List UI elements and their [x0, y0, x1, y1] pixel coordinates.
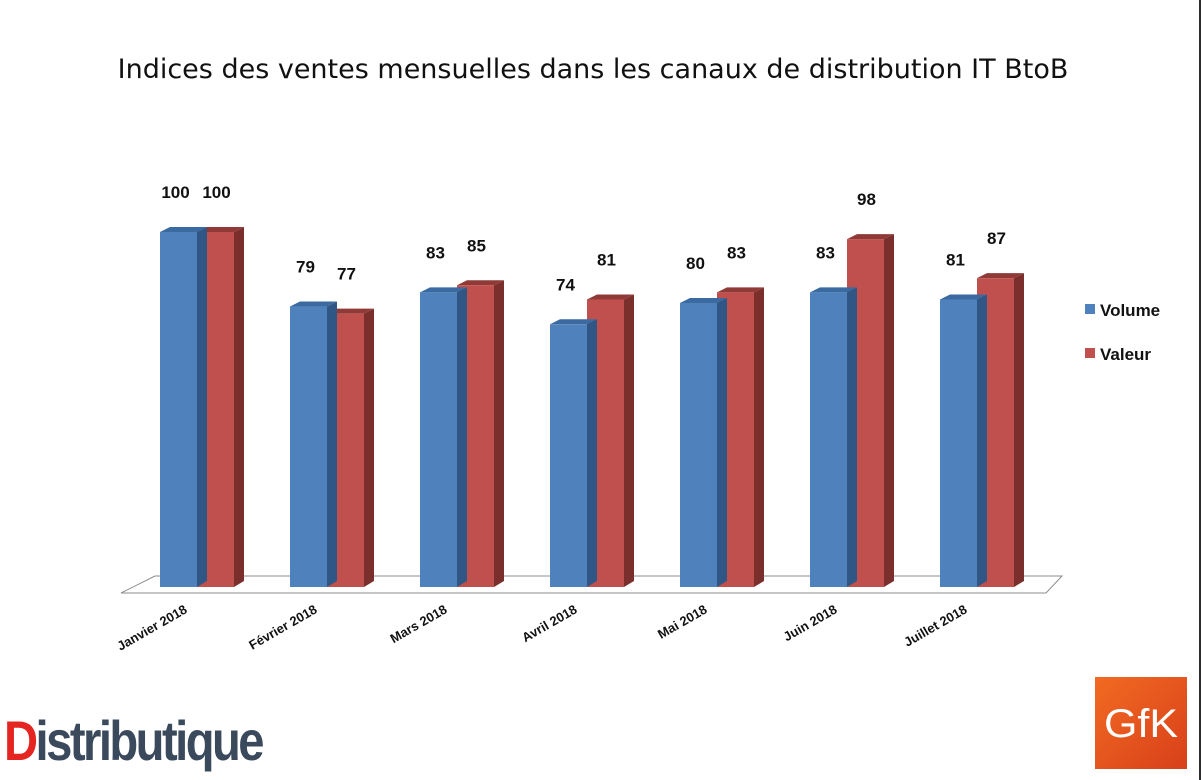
value-label-valeur-3: 85: [467, 236, 486, 255]
svg-text:Distributique: Distributique: [4, 709, 264, 772]
category-label-5: Mai 2018: [655, 602, 709, 642]
value-label-volume-5: 80: [686, 254, 705, 273]
value-label-volume-6: 83: [816, 243, 835, 262]
bar-volume-6: [810, 287, 857, 587]
value-label-volume-7: 81: [946, 250, 965, 269]
category-labels-layer: Janvier 2018 Février 2018 Mars 2018 Avril 2…: [114, 602, 969, 654]
distributique-logo: Distributique: [0, 690, 268, 780]
bar-volume-2: [290, 301, 337, 587]
bar-volume-3: [420, 287, 467, 587]
bar-volume-1: [160, 227, 207, 587]
category-label-1: Janvier 2018: [114, 602, 189, 654]
category-label-2: Février 2018: [246, 602, 319, 653]
chart-title: Indices des ventes mensuelles dans les c…: [118, 54, 1069, 85]
legend-label-volume: Volume: [1100, 301, 1160, 320]
legend-label-valeur: Valeur: [1100, 345, 1151, 364]
value-label-valeur-2: 77: [337, 265, 356, 284]
bars-layer: [160, 227, 1024, 587]
bar-volume-4: [550, 319, 597, 587]
legend: Volume Valeur: [1085, 301, 1160, 364]
bar-volume-7: [940, 294, 987, 587]
svg-text:GfK: GfK: [1104, 702, 1178, 746]
value-label-volume-4: 74: [556, 275, 575, 294]
category-label-7: Juillet 2018: [901, 602, 969, 650]
value-label-valeur-1: 100: [202, 183, 230, 202]
value-label-valeur-6: 98: [857, 190, 876, 209]
bar-volume-5: [680, 298, 727, 587]
value-label-valeur-5: 83: [727, 243, 746, 262]
value-label-valeur-4: 81: [597, 250, 616, 269]
legend-swatch-valeur: [1085, 348, 1095, 358]
gfk-logo: GfK: [1095, 677, 1187, 769]
value-label-volume-2: 79: [296, 258, 315, 277]
value-label-valeur-7: 87: [987, 229, 1006, 248]
legend-swatch-volume: [1085, 304, 1095, 314]
value-label-volume-1: 100: [161, 183, 189, 202]
right-border: [1199, 0, 1201, 780]
category-label-4: Avril 2018: [519, 602, 579, 645]
category-label-3: Mars 2018: [388, 602, 450, 646]
category-label-6: Juin 2018: [781, 602, 840, 645]
value-label-volume-3: 83: [426, 243, 445, 262]
value-labels-layer: 100 100 77 79 85 83 81 74 83 80 98 83 87 81: [161, 183, 1006, 294]
